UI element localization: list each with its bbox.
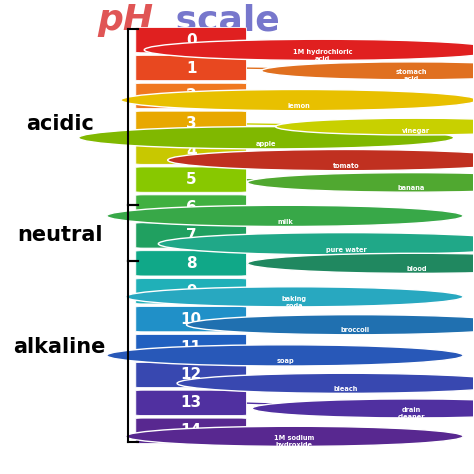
Circle shape xyxy=(262,62,474,80)
Text: 4: 4 xyxy=(186,144,196,159)
Circle shape xyxy=(177,373,474,393)
Text: neutral: neutral xyxy=(17,226,102,246)
FancyBboxPatch shape xyxy=(136,83,246,109)
Text: 1: 1 xyxy=(186,61,196,75)
Circle shape xyxy=(126,426,463,447)
Text: pH: pH xyxy=(97,3,154,37)
Circle shape xyxy=(186,315,474,335)
Text: 6: 6 xyxy=(186,200,197,215)
Circle shape xyxy=(144,39,474,61)
Text: milk: milk xyxy=(277,219,293,225)
Text: 13: 13 xyxy=(181,395,202,410)
Text: banana: banana xyxy=(398,185,425,191)
Text: 9: 9 xyxy=(186,284,196,299)
FancyBboxPatch shape xyxy=(136,251,246,276)
FancyBboxPatch shape xyxy=(136,55,246,81)
Text: 11: 11 xyxy=(181,339,201,355)
Text: bleach: bleach xyxy=(334,386,358,392)
Text: blood: blood xyxy=(406,266,427,272)
Text: broccoli: broccoli xyxy=(341,327,370,333)
Circle shape xyxy=(107,345,463,366)
Text: 2: 2 xyxy=(186,89,197,103)
Text: 5: 5 xyxy=(186,172,196,187)
FancyBboxPatch shape xyxy=(136,27,246,53)
Circle shape xyxy=(247,253,474,273)
FancyBboxPatch shape xyxy=(136,223,246,248)
Text: acidic: acidic xyxy=(26,114,94,134)
Text: vinegar: vinegar xyxy=(402,128,430,134)
Circle shape xyxy=(252,399,474,418)
Text: 1M sodium
hydroxide: 1M sodium hydroxide xyxy=(274,435,315,448)
FancyBboxPatch shape xyxy=(136,111,246,137)
Circle shape xyxy=(247,173,474,192)
FancyBboxPatch shape xyxy=(136,334,246,360)
Circle shape xyxy=(79,127,454,149)
FancyBboxPatch shape xyxy=(136,139,246,164)
Circle shape xyxy=(275,118,474,135)
Text: alkaline: alkaline xyxy=(14,337,106,357)
Text: 8: 8 xyxy=(186,256,196,271)
Text: baking
soda: baking soda xyxy=(282,296,307,309)
Text: scale: scale xyxy=(163,3,280,37)
FancyBboxPatch shape xyxy=(136,279,246,304)
FancyBboxPatch shape xyxy=(136,307,246,332)
Text: tomato: tomato xyxy=(333,163,359,169)
Text: apple: apple xyxy=(256,141,276,147)
Text: 10: 10 xyxy=(181,311,202,327)
FancyBboxPatch shape xyxy=(136,390,246,416)
Text: 7: 7 xyxy=(186,228,196,243)
Circle shape xyxy=(126,287,463,307)
Circle shape xyxy=(121,90,474,111)
Text: lemon: lemon xyxy=(288,103,310,109)
Text: soap: soap xyxy=(276,358,294,364)
FancyBboxPatch shape xyxy=(136,418,246,443)
FancyBboxPatch shape xyxy=(136,195,246,220)
Circle shape xyxy=(107,205,463,227)
Text: 1M hydrochloric
acid: 1M hydrochloric acid xyxy=(293,49,352,62)
Text: pure water: pure water xyxy=(326,247,366,253)
Text: 14: 14 xyxy=(181,423,202,438)
Text: 0: 0 xyxy=(186,33,196,47)
Text: 3: 3 xyxy=(186,116,196,131)
Text: stomach
acid: stomach acid xyxy=(396,69,428,82)
FancyBboxPatch shape xyxy=(136,362,246,388)
Circle shape xyxy=(158,233,474,255)
Text: drain
cleaner: drain cleaner xyxy=(398,407,425,420)
FancyBboxPatch shape xyxy=(136,167,246,192)
Circle shape xyxy=(168,149,474,171)
Text: 12: 12 xyxy=(181,367,202,383)
